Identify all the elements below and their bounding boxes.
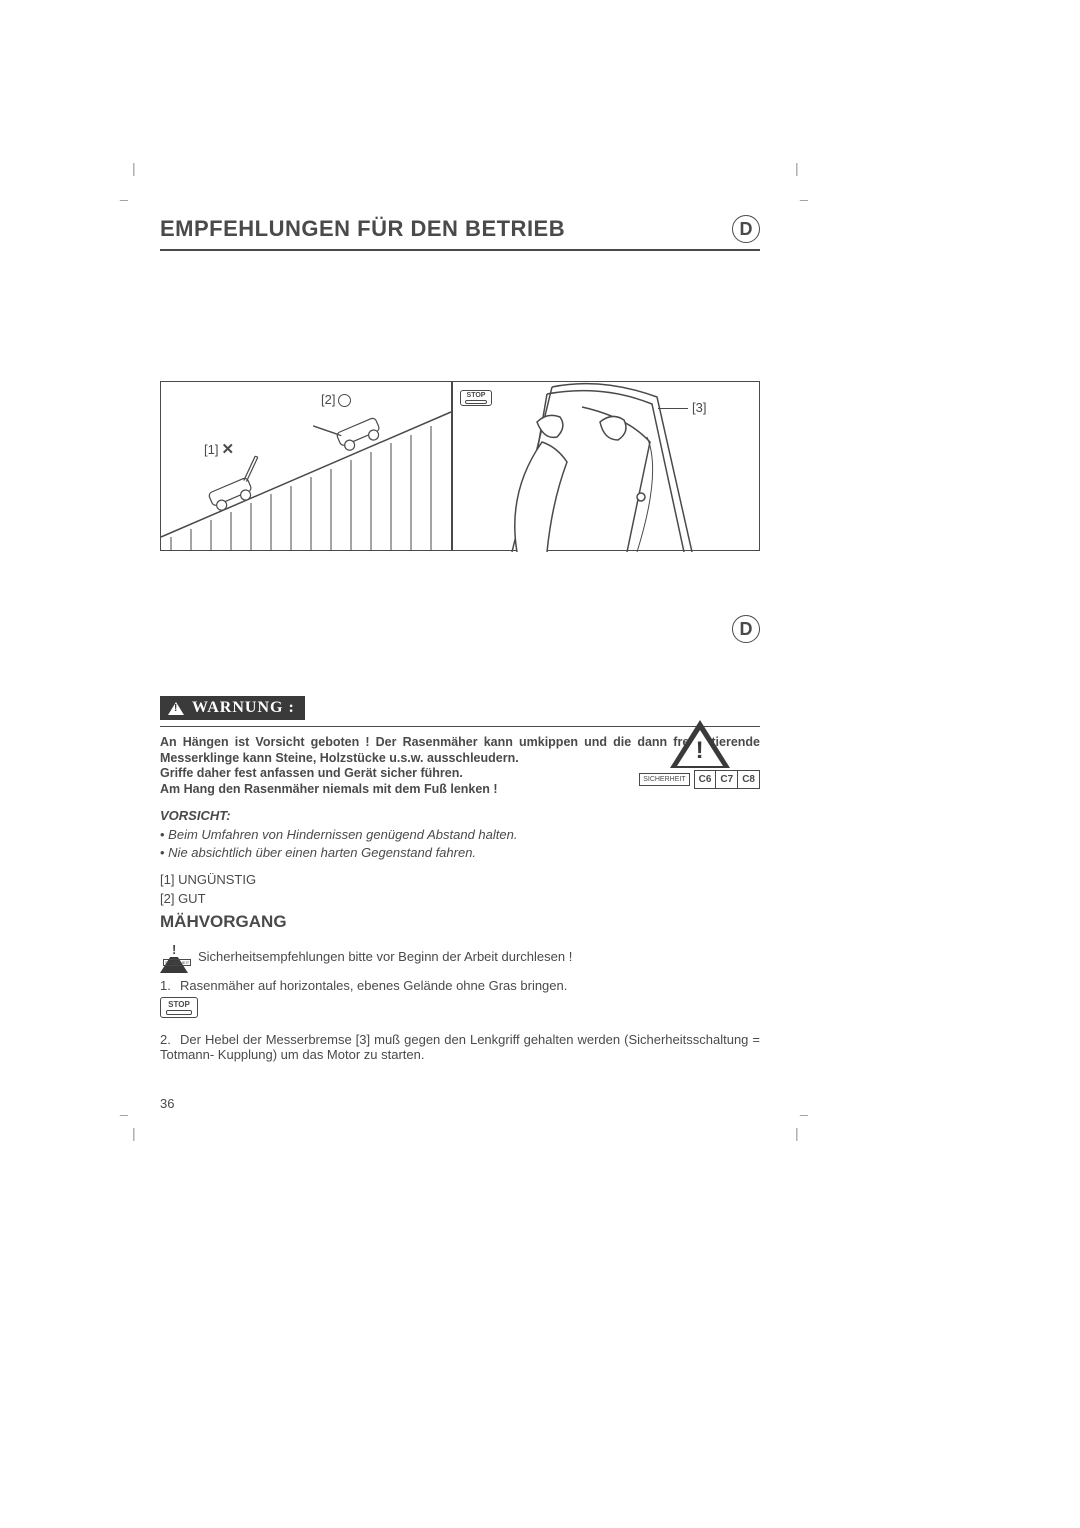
callout-line (658, 408, 688, 409)
title-row: EMPFEHLUNGEN FÜR DEN BETRIEB D (160, 215, 760, 243)
crop-mark: | (132, 160, 136, 176)
safety-note: !SICHERHEIT Sicherheitsempfehlungen bitt… (160, 936, 760, 964)
stop-control-icon: STOP (460, 390, 492, 406)
step-text: Rasenmäher auf horizontales, ebenes Gelä… (180, 978, 567, 993)
safety-code: C8 (738, 770, 760, 789)
crop-mark: | (795, 1125, 799, 1141)
stop-control-icon: STOP (160, 997, 198, 1018)
stop-label: STOP (168, 1000, 190, 1009)
warning-triangle-icon: ! (670, 720, 730, 768)
note-text: Sicherheitsempfehlungen bitte vor Beginn… (198, 949, 572, 964)
step-number: 1. (160, 978, 180, 993)
caution-heading: VORSICHT: (160, 808, 760, 823)
page-number: 36 (160, 1096, 760, 1111)
x-mark-icon: ✕ (221, 440, 234, 458)
step-text: Der Hebel der Messerbremse [3] muß gegen… (160, 1032, 760, 1062)
crop-mark: | (132, 1125, 136, 1141)
sicherheit-label: SICHERHEIT (639, 773, 689, 786)
warning-bar: WARNUNG : (160, 696, 305, 720)
crop-mark: _ (800, 1100, 808, 1116)
step-2: 2.Der Hebel der Messerbremse [3] muß geg… (160, 1032, 760, 1062)
circle-mark-icon (338, 394, 351, 407)
stop-label: STOP (467, 392, 486, 399)
crop-mark: | (795, 160, 799, 176)
figure-left-panel: [1]✕ [2] (161, 382, 451, 552)
figure-label-1: [1]✕ (204, 440, 234, 458)
warning-triangle-icon (168, 702, 184, 715)
caution-item: Nie absichtlich über einen harten Gegens… (160, 845, 760, 860)
safety-code: C6 (694, 770, 717, 789)
legend-item: [1] UNGÜNSTIG (160, 872, 760, 887)
language-badge: D (732, 215, 760, 243)
lever-icon (166, 1010, 192, 1015)
code-strip: C6 C7 C8 (694, 770, 760, 789)
figure-label-2: [2] (321, 392, 351, 407)
step-number: 2. (160, 1032, 180, 1047)
caution-list: Beim Umfahren von Hindernissen genügend … (160, 827, 760, 860)
label-text: [1] (204, 442, 218, 457)
crop-mark: _ (120, 1100, 128, 1116)
figure-right-panel: STOP (452, 382, 760, 552)
figure-label-3: [3] (692, 400, 706, 415)
handle-illustration (452, 382, 760, 552)
figure-panel: [1]✕ [2] STOP (160, 381, 760, 551)
title-rule (160, 249, 760, 251)
lever-icon (465, 400, 487, 404)
step-1: 1.Rasenmäher auf horizontales, ebenes Ge… (160, 978, 760, 1018)
crop-mark: _ (120, 185, 128, 201)
safety-code-row: SICHERHEIT C6 C7 C8 (639, 770, 760, 789)
warning-bar-label: WARNUNG : (192, 699, 295, 717)
section-heading: MÄHVORGANG (160, 912, 760, 932)
crop-mark: _ (800, 185, 808, 201)
page-title: EMPFEHLUNGEN FÜR DEN BETRIEB (160, 216, 565, 242)
label-text: [2] (321, 392, 335, 407)
safety-code: C7 (716, 770, 738, 789)
warning-triangle-icon: !SICHERHEIT (160, 936, 192, 964)
legend-item: [2] GUT (160, 891, 760, 906)
safety-pictogram: ! SICHERHEIT C6 C7 C8 (639, 720, 760, 789)
page-content: EMPFEHLUNGEN FÜR DEN BETRIEB D (160, 215, 760, 1111)
slope-illustration (161, 382, 451, 552)
language-badge-2: D (732, 615, 760, 643)
caution-item: Beim Umfahren von Hindernissen genügend … (160, 827, 760, 842)
